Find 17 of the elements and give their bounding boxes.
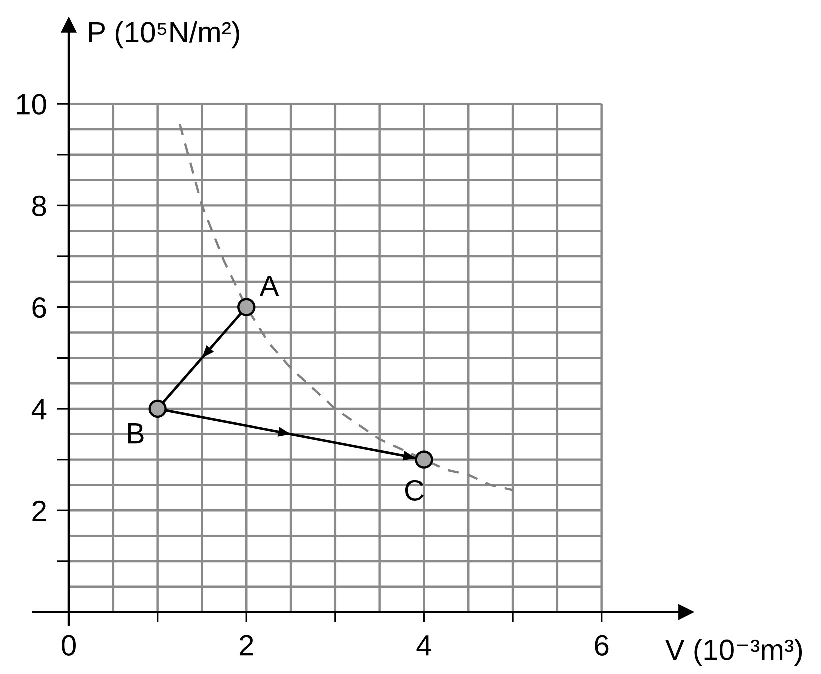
x-tick-label: 2 (240, 635, 254, 656)
y-axis-title: P (10⁵N/m²) (89, 21, 240, 49)
point (148, 400, 167, 418)
x-tick-label: 6 (595, 635, 609, 656)
x-tick-label: 0 (62, 635, 76, 656)
y-tick-label: 6 (32, 298, 46, 318)
annotation: A (260, 276, 280, 296)
y-tick-label: 4 (32, 400, 47, 420)
annotation: C (405, 480, 424, 501)
x-axis-title: V (10⁻³m³) (665, 638, 802, 666)
annotation: B (128, 424, 144, 444)
x-tick-label: 4 (416, 636, 432, 656)
y-tick-label: 8 (32, 196, 46, 217)
y-tick-label: 2 (32, 500, 46, 522)
point (238, 298, 256, 316)
point (415, 450, 434, 469)
y-tick-label: 10 (17, 94, 46, 115)
